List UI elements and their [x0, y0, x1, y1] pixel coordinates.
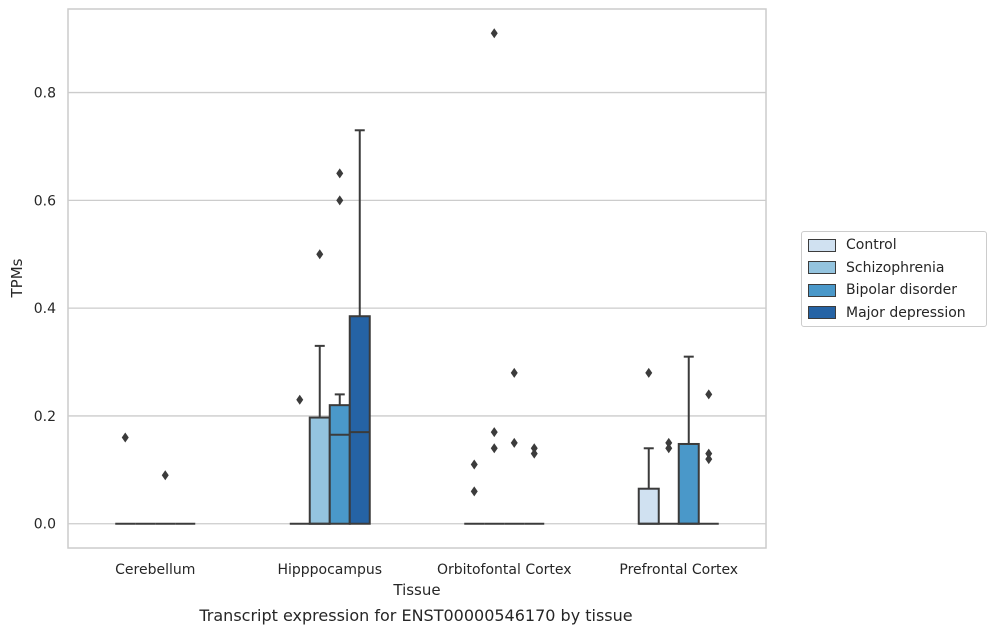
outlier-point	[510, 437, 518, 448]
outlier-point	[510, 367, 518, 378]
legend-label: Control	[846, 237, 897, 253]
legend-item: Bipolar disorder	[808, 281, 957, 299]
outlier-point	[530, 448, 538, 459]
outlier-point	[665, 437, 673, 448]
legend-swatch	[808, 306, 836, 319]
outlier-point	[470, 459, 478, 470]
box-group	[155, 470, 176, 525]
x-tick-label: Prefrontal Cortex	[619, 562, 738, 578]
box-group	[115, 432, 136, 525]
plot-frame	[67, 8, 767, 549]
box-group	[677, 355, 700, 525]
y-axis-ticks: 0.0 0.2 0.4 0.6 0.8	[34, 86, 56, 533]
box	[348, 315, 371, 525]
outlier-point	[121, 432, 129, 443]
outlier-point	[645, 367, 653, 378]
outlier-point	[490, 28, 498, 39]
y-tick-label: 0.2	[34, 409, 56, 425]
outlier-point	[530, 443, 538, 454]
legend-label: Schizophrenia	[846, 259, 945, 276]
chart-title: Transcript expression for ENST0000054617…	[199, 606, 633, 625]
box	[677, 442, 700, 525]
x-axis-label: Tissue	[392, 581, 440, 599]
grid-lines	[68, 91, 766, 525]
legend-item: Schizophrenia	[808, 259, 944, 277]
legend-item: Major depression	[808, 304, 966, 322]
outlier-point	[705, 448, 713, 459]
legend-swatch	[808, 261, 836, 274]
x-tick-label: Hipppocampus	[277, 562, 382, 578]
legend-item: Control	[808, 236, 897, 254]
box-group	[637, 367, 660, 525]
y-axis-label: TPMs	[8, 258, 26, 298]
box-group	[504, 367, 525, 525]
x-tick-label: Orbitofontal Cortex	[437, 562, 572, 578]
outlier-point	[316, 249, 324, 260]
y-tick-label: 0.6	[34, 193, 56, 209]
outlier-point	[470, 486, 478, 497]
outlier-point	[490, 443, 498, 454]
outlier-point	[296, 394, 304, 405]
x-axis-ticks: Cerebellum Hipppocampus Orbitofontal Corte…	[115, 562, 738, 578]
y-tick-label: 0.8	[34, 86, 56, 102]
outlier-point	[336, 195, 344, 206]
legend-swatch	[808, 238, 836, 252]
box	[328, 404, 351, 525]
box-group	[348, 129, 371, 525]
box	[637, 487, 660, 525]
box-plot-series	[115, 28, 719, 525]
box-group	[464, 459, 485, 525]
box	[308, 416, 331, 525]
legend-swatch	[808, 283, 836, 297]
legend-label: Major depression	[846, 304, 966, 321]
box-group	[658, 437, 679, 525]
box-group	[308, 249, 331, 525]
box-group	[328, 168, 351, 525]
outlier-point	[336, 168, 344, 179]
legend-label: Bipolar disorder	[846, 282, 958, 298]
y-tick-label: 0.0	[34, 517, 56, 533]
outlier-point	[490, 427, 498, 438]
legend: Control Schizophrenia Bipolar disorder Majo…	[801, 231, 987, 327]
outlier-point	[705, 454, 713, 465]
y-tick-label: 0.4	[34, 301, 56, 317]
outlier-point	[665, 443, 673, 454]
outlier-point	[705, 389, 713, 400]
outlier-point	[161, 470, 169, 481]
box-group	[698, 389, 719, 525]
x-tick-label: Cerebellum	[115, 562, 195, 578]
box-group	[524, 443, 545, 525]
box-group	[484, 28, 505, 525]
box-group	[289, 394, 310, 525]
